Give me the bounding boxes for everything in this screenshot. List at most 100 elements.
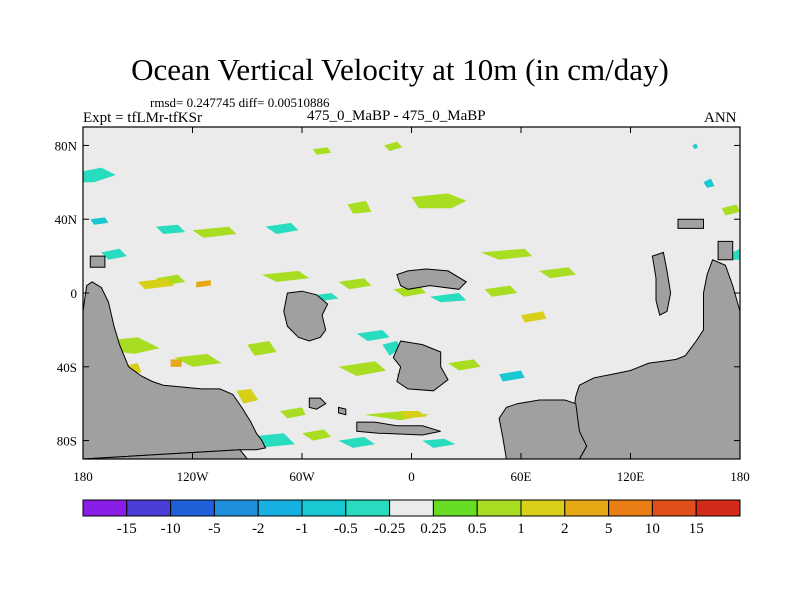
colorbar-swatch bbox=[476, 499, 522, 517]
colorbar-label: 1 bbox=[517, 521, 525, 537]
season-label: ANN bbox=[704, 110, 737, 126]
colorbar-label: -10 bbox=[161, 521, 181, 537]
anomaly-patch bbox=[356, 329, 390, 341]
anomaly-patch bbox=[280, 407, 306, 419]
y-tick-label: 40S bbox=[57, 360, 77, 375]
land-mass bbox=[717, 240, 734, 261]
land-mass bbox=[308, 397, 327, 410]
land-mass bbox=[83, 281, 267, 459]
y-tick-label: 80S bbox=[57, 434, 77, 449]
chart-title: Ocean Vertical Velocity at 10m (in cm/da… bbox=[131, 52, 669, 87]
anomaly-patch bbox=[247, 341, 277, 356]
anomaly-layer bbox=[83, 141, 740, 448]
anomaly-patch bbox=[196, 280, 211, 288]
land-mass bbox=[396, 268, 468, 290]
y-tick-label: 0 bbox=[71, 286, 78, 301]
anomaly-patch bbox=[480, 248, 532, 260]
land-layer bbox=[83, 218, 740, 459]
anomaly-patch bbox=[156, 224, 186, 234]
y-tick-label: 80N bbox=[55, 138, 78, 153]
colorbar-label: 0.25 bbox=[420, 521, 446, 537]
y-tick-label: 40N bbox=[55, 212, 78, 227]
anomaly-patch bbox=[692, 143, 698, 150]
colorbar-label: 15 bbox=[689, 521, 704, 537]
colorbar-label: 0.5 bbox=[468, 521, 487, 537]
anomaly-patch bbox=[521, 311, 547, 323]
anomaly-patch bbox=[261, 270, 310, 282]
land-mass bbox=[392, 340, 449, 392]
anomaly-patch bbox=[411, 193, 467, 209]
anomaly-patch bbox=[192, 226, 237, 238]
land-mass bbox=[571, 259, 740, 459]
land-mass bbox=[89, 255, 106, 268]
colorbar-swatch bbox=[432, 499, 478, 517]
x-tick-label: 120E bbox=[617, 469, 645, 484]
anomaly-patch bbox=[236, 388, 259, 404]
anomaly-patch bbox=[338, 436, 375, 448]
colorbar-label: 5 bbox=[605, 521, 613, 537]
anomaly-patch bbox=[448, 359, 481, 371]
stats-line: rmsd= 0.247745 diff= 0.00510886 bbox=[150, 95, 330, 110]
colorbar-swatch bbox=[695, 499, 741, 517]
colorbar-label: -2 bbox=[252, 521, 265, 537]
colorbar-swatch bbox=[608, 499, 653, 517]
land-mass bbox=[338, 406, 347, 416]
anomaly-patch bbox=[83, 167, 116, 183]
colorbar-swatch bbox=[520, 499, 566, 517]
colorbar-swatch bbox=[389, 499, 434, 517]
anomaly-patch bbox=[265, 222, 299, 234]
colorbar-swatch bbox=[301, 499, 347, 517]
anomaly-patch bbox=[137, 278, 175, 290]
colorbar-label: 2 bbox=[561, 521, 569, 537]
colorbar-label: -1 bbox=[296, 521, 309, 537]
anomaly-patch bbox=[90, 217, 109, 225]
anomaly-patch bbox=[732, 248, 740, 260]
anomaly-patch bbox=[422, 438, 456, 448]
land-mass bbox=[677, 218, 704, 229]
colorbar-swatch bbox=[213, 499, 259, 517]
x-tick-label: 60W bbox=[289, 469, 315, 484]
colorbar: -15 -10 -5 -2 -1 -0.5 -0.25 0.25 0.5 1 2 5 10 15 bbox=[82, 499, 741, 537]
land-mass bbox=[83, 449, 248, 459]
x-axis: 180 120W 60W 0 60E 120E 180 bbox=[73, 127, 750, 484]
anomaly-patch bbox=[382, 341, 401, 356]
colorbar-swatch bbox=[564, 499, 610, 517]
x-tick-label: 180 bbox=[73, 469, 93, 484]
experiment-label: Expt = tfLMr-tfKSr bbox=[83, 110, 202, 126]
x-tick-label: 60E bbox=[511, 469, 532, 484]
anomaly-patch bbox=[393, 285, 427, 297]
anomaly-patch bbox=[338, 278, 372, 290]
colorbar-label: 10 bbox=[645, 521, 660, 537]
anomaly-patch bbox=[302, 429, 332, 441]
land-mass bbox=[356, 421, 441, 436]
colorbar-swatch bbox=[651, 499, 697, 517]
colorbar-swatch bbox=[345, 499, 391, 517]
x-tick-label: 120W bbox=[177, 469, 210, 484]
x-tick-label: 0 bbox=[408, 469, 415, 484]
anomaly-patch bbox=[347, 200, 372, 214]
y-axis: 80N 40N 0 40S 80S bbox=[55, 138, 740, 449]
anomaly-patch bbox=[539, 267, 576, 279]
anomaly-patch bbox=[312, 147, 332, 155]
colorbar-label: -0.25 bbox=[374, 521, 405, 537]
colorbar-label: -15 bbox=[117, 521, 137, 537]
anomaly-patch bbox=[400, 411, 427, 419]
anomaly-patch bbox=[499, 370, 525, 382]
land-mass bbox=[283, 290, 329, 342]
anomaly-patch bbox=[721, 204, 740, 216]
anomaly-patch bbox=[484, 285, 518, 297]
colorbar-swatch bbox=[82, 499, 128, 517]
colorbar-swatch bbox=[257, 499, 303, 517]
anomaly-patch bbox=[384, 141, 403, 151]
land-mass bbox=[498, 399, 588, 459]
colorbar-label: -0.5 bbox=[334, 521, 358, 537]
x-tick-label: 180 bbox=[730, 469, 750, 484]
colorbar-swatch bbox=[126, 499, 172, 517]
anomaly-patch bbox=[338, 361, 386, 376]
land-mass bbox=[651, 251, 672, 316]
anomaly-patch bbox=[174, 353, 222, 367]
colorbar-label: -5 bbox=[208, 521, 221, 537]
anomaly-patch bbox=[101, 248, 127, 260]
anomaly-patch bbox=[170, 359, 182, 367]
